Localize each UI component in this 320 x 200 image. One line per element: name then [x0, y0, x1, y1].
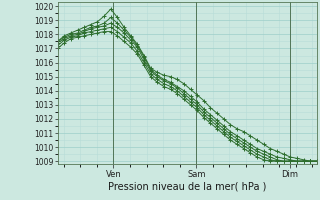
X-axis label: Pression niveau de la mer( hPa ): Pression niveau de la mer( hPa )	[108, 181, 266, 191]
